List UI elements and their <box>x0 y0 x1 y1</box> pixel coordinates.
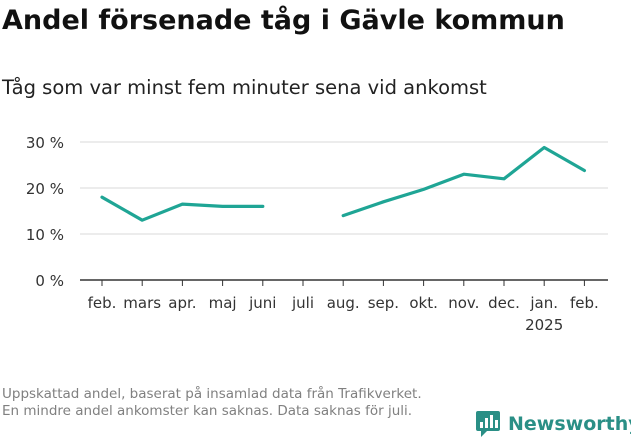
x-axis: feb. mars apr. maj juni juli aug. sep. okt. nov. d… <box>80 279 608 334</box>
brand-name: Newsworthy <box>508 413 631 435</box>
x-tick-label: juli <box>291 294 314 312</box>
x-tick-label: feb. <box>88 294 117 312</box>
x-tick-label: aug. <box>327 294 360 312</box>
x-tick-label: feb. <box>570 294 599 312</box>
y-axis-tick-labels: 0 % 10 % 20 % 30 % <box>26 134 64 290</box>
line-chart: 0 % 10 % 20 % 30 % feb. mars apr. maj juni juli a… <box>26 134 608 334</box>
x-tick-label: sep. <box>368 294 399 312</box>
source-note: Uppskattad andel, baserat på insamlad da… <box>2 386 422 419</box>
y-tick-label: 0 % <box>35 272 64 290</box>
series-line-segment <box>341 145 587 218</box>
x-tick-label: maj <box>209 294 237 312</box>
x-tick-label: apr. <box>168 294 196 312</box>
y-tick-label: 30 % <box>26 134 64 152</box>
series-lines <box>100 145 587 222</box>
series-line-segment <box>100 195 265 222</box>
chart-subtitle: Tåg som var minst fem minuter sena vid a… <box>2 76 487 99</box>
y-tick-label: 20 % <box>26 180 64 198</box>
x-tick-label: okt. <box>409 294 438 312</box>
x-tick-label: jan. <box>529 294 558 312</box>
x-tick-label: mars <box>123 294 161 312</box>
bar-chart-logo-icon <box>476 411 500 437</box>
chart-title: Andel försenade tåg i Gävle kommun <box>2 5 565 36</box>
y-tick-label: 10 % <box>26 226 64 244</box>
x-tick-label: juni <box>248 294 276 312</box>
x-tick-label: dec. <box>488 294 520 312</box>
grid-lines <box>80 141 608 235</box>
x-tick-label: nov. <box>448 294 479 312</box>
brand-logo[interactable]: Newsworthy <box>475 408 631 440</box>
x-year-label: 2025 <box>525 316 563 334</box>
